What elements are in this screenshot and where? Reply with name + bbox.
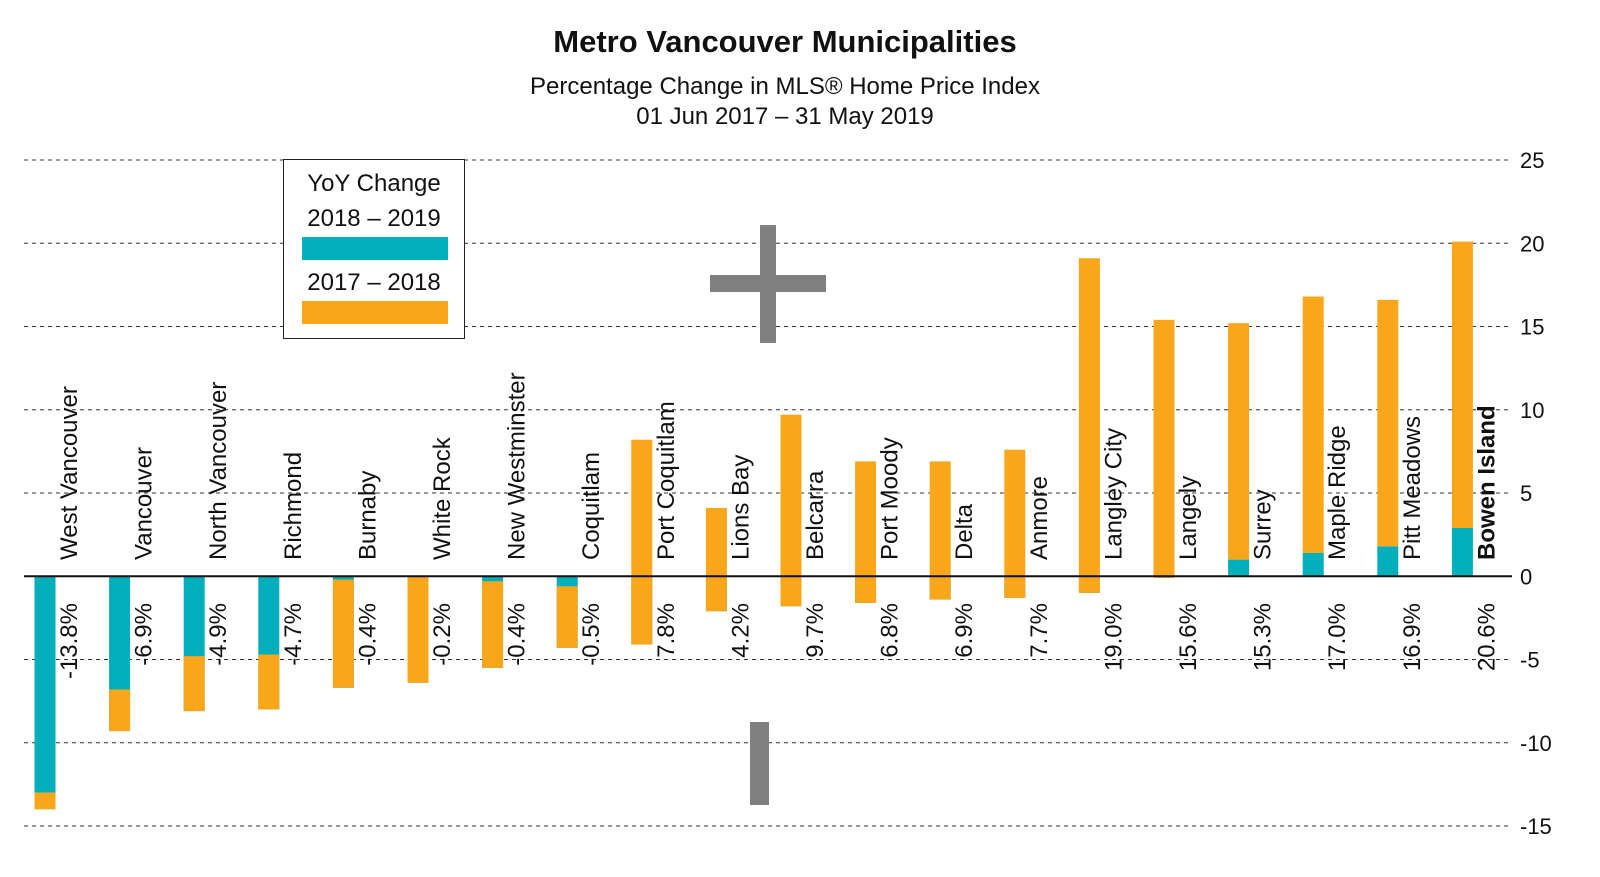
plus-icon [710,275,826,292]
bar-2017-2018 [1078,258,1100,593]
category-label: West Vancouver [56,386,83,560]
category-label: Anmore [1026,476,1053,560]
bar-2017-2018 [780,414,802,607]
category-label: Bowen Island [1473,405,1500,560]
y-tick-label: 0 [1520,564,1532,589]
bar-2017-2018 [183,656,205,712]
total-change-label: -6.9% [131,603,158,666]
category-label: Langely [1175,476,1202,560]
legend-entry-2018-2019-label: 2018 – 2019 [307,205,441,232]
bar-2018-2019 [1228,559,1250,577]
category-label: Pitt Meadows [1399,416,1426,560]
total-change-label: -0.5% [578,603,605,666]
total-change-label: -4.7% [280,603,307,666]
bar-2017-2018 [34,792,56,810]
bar-2017-2018 [1302,296,1324,553]
category-label: Coquitlam [578,452,605,560]
legend-title: YoY Change [307,170,441,197]
bar-2017-2018 [407,576,429,683]
legend: YoY Change 2018 – 2019 2017 – 2018 [283,159,465,339]
category-label: Delta [951,503,978,560]
total-change-label: -0.4% [504,603,531,666]
legend-swatch-2017-2018 [302,301,448,324]
total-change-label: 15.6% [1175,603,1202,671]
bar-2017-2018 [482,581,504,668]
category-label: Surrey [1250,489,1277,560]
y-tick-label: 15 [1520,315,1544,340]
y-tick-label: 5 [1520,481,1532,506]
total-change-label: -0.2% [429,603,456,666]
legend-entry-2017-2018-label: 2017 – 2018 [307,269,441,296]
category-label: North Vancouver [205,382,232,560]
category-label: White Rock [429,436,456,560]
bar-2018-2019 [1302,552,1324,577]
total-change-label: 7.8% [653,603,680,658]
bar-2017-2018 [1377,299,1399,547]
y-tick-label: -5 [1520,648,1540,673]
y-tick-label: -15 [1520,814,1552,839]
y-tick-label: 25 [1520,148,1544,173]
bar-2017-2018 [1451,241,1473,528]
total-change-label: 6.9% [951,603,978,658]
chart-subtitle-line2: 01 Jun 2017 – 31 May 2019 [636,103,934,130]
total-change-label: 7.7% [1026,603,1053,658]
chart-title: Metro Vancouver Municipalities [553,24,1017,59]
bar-2017-2018 [855,461,877,603]
bar-2018-2019 [1377,546,1399,577]
bar-2017-2018 [631,439,653,645]
legend-swatch-2018-2019 [302,237,448,260]
category-label: Richmond [280,452,307,560]
chart-subtitle-line1: Percentage Change in MLS® Home Price Ind… [530,73,1040,100]
category-label: Belcarra [802,470,829,560]
total-change-label: 9.7% [802,603,829,658]
bar-2017-2018 [556,586,578,648]
minus-icon [750,722,769,805]
total-change-label: 19.0% [1100,603,1127,671]
category-label: Maple Ridge [1324,425,1351,560]
bar-2018-2019 [1451,527,1473,577]
category-label: New Westminster [504,372,531,560]
category-label: Burnaby [354,471,381,560]
total-change-label: -4.9% [205,603,232,666]
category-label: Port Moody [877,437,904,560]
bar-2018-2019 [34,576,56,793]
total-change-label: 17.0% [1324,603,1351,671]
bar-2017-2018 [929,461,951,600]
total-change-label: 15.3% [1250,603,1277,671]
y-tick-label: -10 [1520,731,1552,756]
bar-2017-2018 [258,654,280,710]
total-change-label: -13.8% [56,603,83,679]
total-change-label: -0.4% [354,603,381,666]
bar-2017-2018 [1153,319,1175,578]
category-label: Port Coquitlam [653,401,680,560]
total-change-label: 4.2% [727,603,754,658]
total-change-label: 16.9% [1399,603,1426,671]
total-change-label: 6.8% [877,603,904,658]
category-label: Lions Bay [727,455,754,560]
bar-2017-2018 [1004,449,1026,598]
y-tick-label: 20 [1520,231,1544,256]
category-label: Langley City [1100,428,1127,560]
category-label: Vancouver [131,447,158,560]
bar-2017-2018 [332,579,354,688]
bar-2017-2018 [705,507,727,612]
bar-2017-2018 [1228,323,1250,560]
bar-2017-2018 [109,689,131,732]
y-tick-label: 10 [1520,398,1544,423]
total-change-label: 20.6% [1473,603,1500,671]
